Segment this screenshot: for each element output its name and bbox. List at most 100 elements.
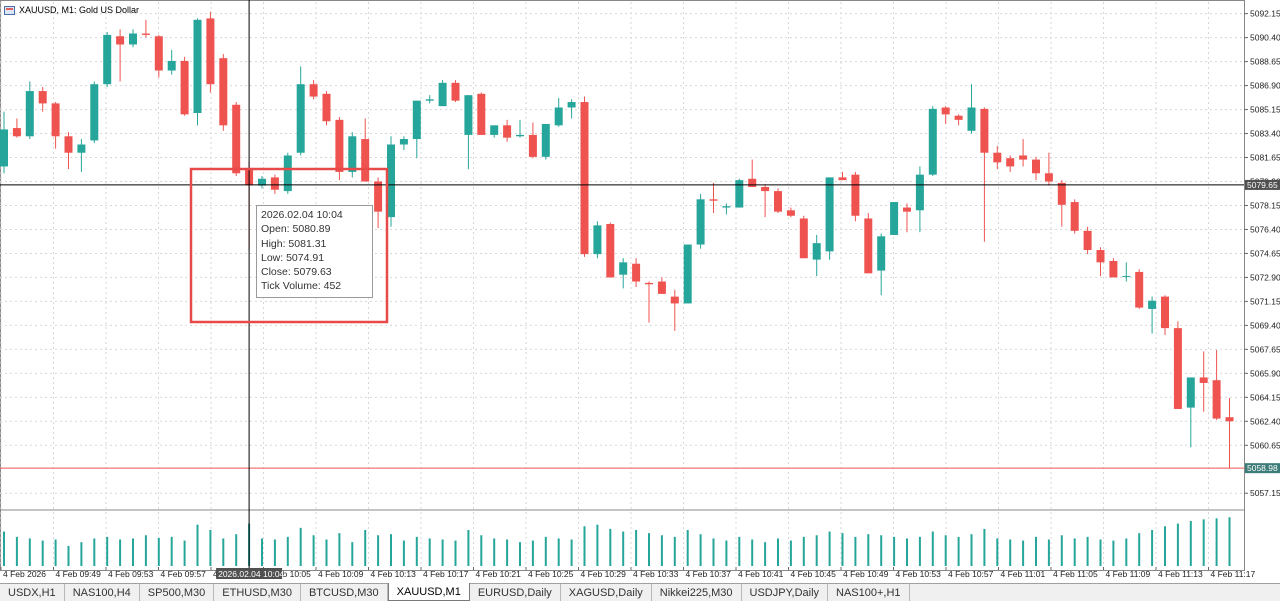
tab-eurusd-daily[interactable]: EURUSD,Daily xyxy=(470,584,561,601)
tab-ethusd-m30[interactable]: ETHUSD,M30 xyxy=(214,584,301,601)
bull-candle[interactable] xyxy=(129,33,137,45)
bull-candle[interactable] xyxy=(683,244,692,304)
bull-candle[interactable] xyxy=(283,155,292,192)
bear-candle[interactable] xyxy=(748,178,757,187)
bull-candle[interactable] xyxy=(1122,276,1131,278)
bull-candle[interactable] xyxy=(25,91,34,137)
bull-candle[interactable] xyxy=(722,206,731,208)
bear-candle[interactable] xyxy=(141,33,150,35)
bear-candle[interactable] xyxy=(1006,158,1015,167)
tab-nas100-h4[interactable]: NAS100,H4 xyxy=(65,584,140,601)
bear-candle[interactable] xyxy=(774,191,782,212)
bull-candle[interactable] xyxy=(735,180,744,208)
tab-usdx-h1[interactable]: USDX,H1 xyxy=(0,584,65,601)
bear-candle[interactable] xyxy=(528,134,537,157)
bull-candle[interactable] xyxy=(0,129,8,167)
bear-candle[interactable] xyxy=(1032,159,1040,174)
bull-candle[interactable] xyxy=(490,125,499,135)
bear-candle[interactable] xyxy=(1212,380,1221,419)
bear-candle[interactable] xyxy=(1225,417,1234,422)
bear-candle[interactable] xyxy=(1019,155,1028,160)
bear-candle[interactable] xyxy=(786,210,795,216)
bull-candle[interactable] xyxy=(812,243,821,260)
bear-candle[interactable] xyxy=(477,93,486,135)
bull-candle[interactable] xyxy=(619,262,628,275)
bear-candle[interactable] xyxy=(374,181,383,212)
bear-candle[interactable] xyxy=(1199,377,1208,383)
bear-candle[interactable] xyxy=(12,128,21,137)
tab-xagusd-daily[interactable]: XAGUSD,Daily xyxy=(561,584,652,601)
bear-candle[interactable] xyxy=(232,104,241,174)
bear-candle[interactable] xyxy=(941,107,950,115)
bull-candle[interactable] xyxy=(464,95,473,135)
bear-candle[interactable] xyxy=(670,296,679,304)
bull-candle[interactable] xyxy=(90,84,99,141)
bear-candle[interactable] xyxy=(657,281,666,294)
bear-candle[interactable] xyxy=(851,174,860,216)
bull-candle[interactable] xyxy=(915,174,924,211)
bull-candle[interactable] xyxy=(967,107,976,131)
bear-candle[interactable] xyxy=(606,223,615,278)
bear-candle[interactable] xyxy=(1161,296,1169,329)
bear-candle[interactable] xyxy=(180,60,189,115)
bear-candle[interactable] xyxy=(1057,182,1066,205)
bear-candle[interactable] xyxy=(903,207,911,212)
bull-candle[interactable] xyxy=(877,236,886,271)
bull-candle[interactable] xyxy=(412,100,421,140)
bear-candle[interactable] xyxy=(993,152,1002,163)
bear-candle[interactable] xyxy=(64,136,73,153)
bull-candle[interactable] xyxy=(593,225,602,255)
bear-candle[interactable] xyxy=(51,103,60,137)
chart-area[interactable]: 5092.15 5090.40 5088.65 5086.90 5085.15 5083.… xyxy=(0,0,1280,583)
bull-candle[interactable] xyxy=(1186,377,1195,408)
bull-candle[interactable] xyxy=(296,84,305,153)
bear-candle[interactable] xyxy=(954,115,963,120)
bear-candle[interactable] xyxy=(980,108,989,153)
bear-candle[interactable] xyxy=(709,199,718,201)
bull-candle[interactable] xyxy=(541,123,550,157)
bull-candle[interactable] xyxy=(890,202,899,235)
highlight-rectangle[interactable] xyxy=(189,167,389,324)
bear-candle[interactable] xyxy=(309,84,318,97)
bear-candle[interactable] xyxy=(270,177,279,190)
bull-candle[interactable] xyxy=(438,82,447,107)
bear-candle[interactable] xyxy=(1044,173,1053,182)
bear-candle[interactable] xyxy=(154,36,163,71)
bear-candle[interactable] xyxy=(1083,230,1092,251)
bear-candle[interactable] xyxy=(38,91,47,104)
bear-candle[interactable] xyxy=(206,18,215,85)
bear-candle[interactable] xyxy=(503,125,512,138)
bear-candle[interactable] xyxy=(219,58,228,126)
bull-candle[interactable] xyxy=(696,199,705,245)
tab-xauusd-m1[interactable]: XAUUSD,M1 xyxy=(387,583,470,601)
bear-candle[interactable] xyxy=(335,119,344,172)
bull-candle[interactable] xyxy=(567,102,576,108)
bear-candle[interactable] xyxy=(1109,260,1118,278)
bull-candle[interactable] xyxy=(425,99,434,101)
price-chart[interactable]: 5092.15 5090.40 5088.65 5086.90 5085.15 5083.… xyxy=(0,0,1280,583)
bear-candle[interactable] xyxy=(580,102,589,255)
tab-btcusd-m30[interactable]: BTCUSD,M30 xyxy=(301,584,388,601)
bear-candle[interactable] xyxy=(1096,250,1105,263)
tab-nikkei225-m30[interactable]: Nikkei225,M30 xyxy=(652,584,742,601)
bull-candle[interactable] xyxy=(167,60,176,71)
bull-candle[interactable] xyxy=(1148,300,1157,309)
bull-candle[interactable] xyxy=(825,177,834,252)
bull-candle[interactable] xyxy=(103,34,112,85)
tab-sp500-m30[interactable]: SP500,M30 xyxy=(140,584,215,601)
bear-candle[interactable] xyxy=(761,186,770,192)
bear-candle[interactable] xyxy=(361,139,370,182)
bull-candle[interactable] xyxy=(193,19,202,113)
tab-usdjpy-daily[interactable]: USDJPY,Daily xyxy=(742,584,829,601)
bear-candle[interactable] xyxy=(1070,202,1079,231)
bear-candle[interactable] xyxy=(1173,328,1182,409)
bear-candle[interactable] xyxy=(451,82,460,101)
bull-candle[interactable] xyxy=(399,139,408,145)
bear-candle[interactable] xyxy=(632,263,641,282)
bull-candle[interactable] xyxy=(348,136,357,172)
bear-candle[interactable] xyxy=(322,93,331,122)
tab-nas100-h1[interactable]: NAS100+,H1 xyxy=(828,584,910,601)
bull-candle[interactable] xyxy=(928,108,937,175)
bull-candle[interactable] xyxy=(554,107,563,126)
bear-candle[interactable] xyxy=(1135,271,1144,308)
